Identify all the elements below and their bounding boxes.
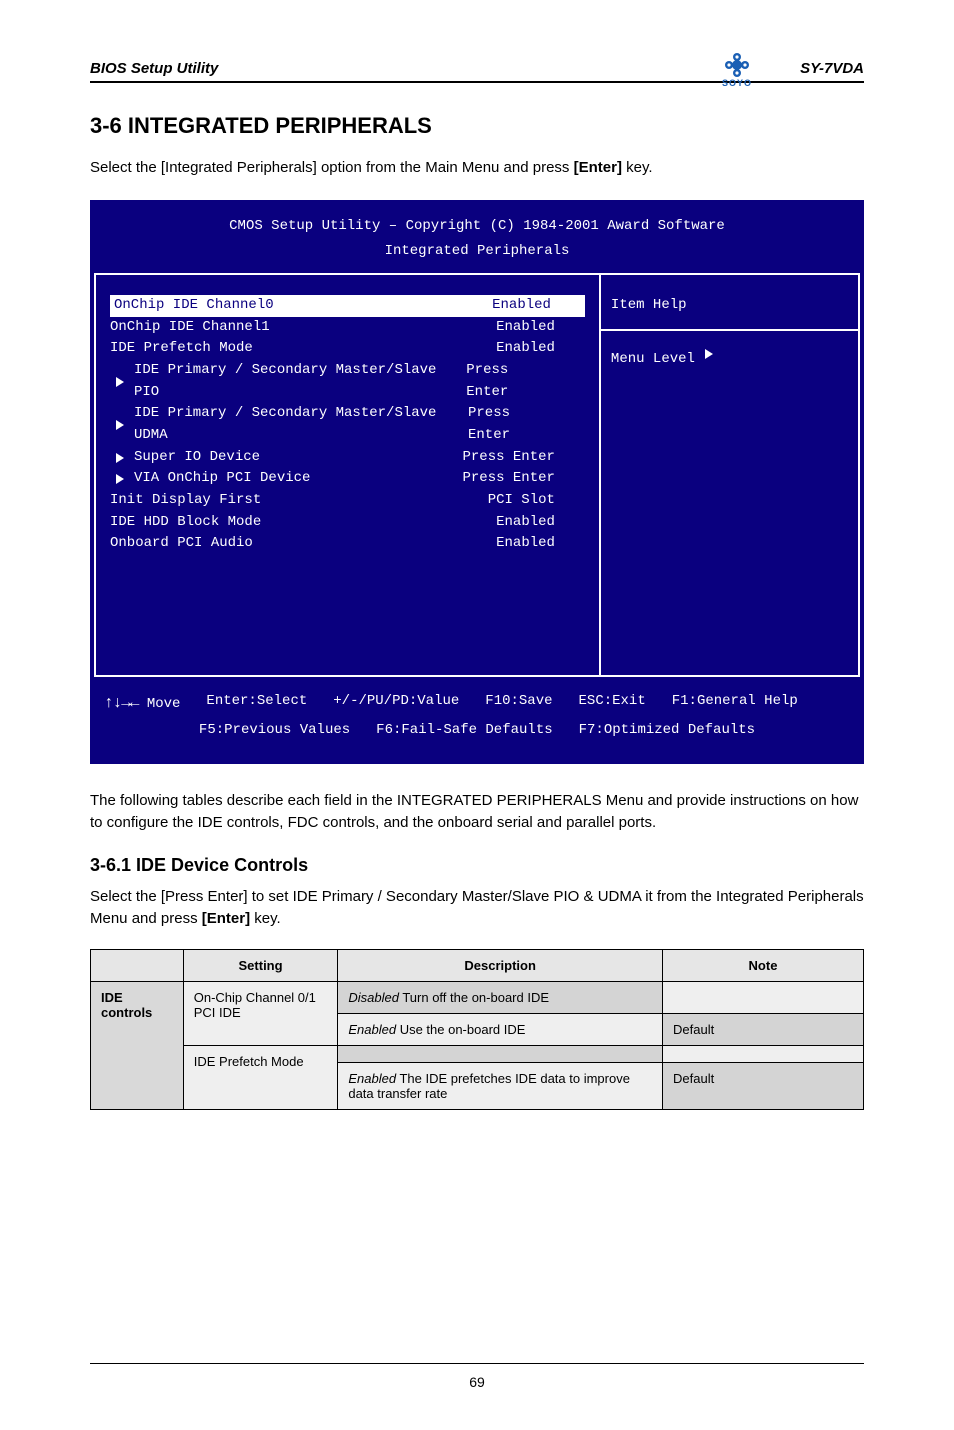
note-cell xyxy=(663,1045,864,1062)
bios-submenu-label: IDE Primary / Secondary Master/Slave UDM… xyxy=(134,403,458,446)
col-description: Description xyxy=(338,949,663,981)
bios-setting-row[interactable]: Init Display First PCI Slot xyxy=(110,490,585,512)
footer-key: F5: xyxy=(199,722,224,738)
bios-submenu-label: VIA OnChip PCI Device xyxy=(134,468,310,490)
bios-setting-value: PCI Slot xyxy=(488,490,585,512)
header-left: BIOS Setup Utility xyxy=(90,60,218,77)
bios-left-pane: OnChip IDE Channel0 Enabled OnChip IDE C… xyxy=(96,275,599,675)
bios-submenu-label: IDE Primary / Secondary Master/Slave PIO xyxy=(134,360,456,403)
footer-key: ESC: xyxy=(579,693,613,709)
footer-key: F10: xyxy=(485,693,519,709)
settings-table: Setting Description Note IDE controls On… xyxy=(90,949,864,1110)
subsection-para: Select the [Press Enter] to set IDE Prim… xyxy=(90,886,864,931)
footer-key: F1: xyxy=(672,693,697,709)
bios-footer: ↑↓→← Move Enter:Select +/-/PU/PD:Value F… xyxy=(90,677,864,763)
col-setting: Setting xyxy=(183,949,338,981)
group-label: IDE controls xyxy=(91,981,184,1109)
logo-icon xyxy=(720,52,754,78)
page-number: 69 xyxy=(469,1374,485,1390)
brand-logo: SOYO xyxy=(720,52,754,88)
bios-setting-label: IDE HDD Block Mode xyxy=(110,512,261,534)
footer-action: Select xyxy=(257,693,307,709)
press-enter-hint: Press Enter xyxy=(463,468,585,490)
footer-action: Value xyxy=(417,693,459,709)
bios-submenu-row[interactable]: IDE Primary / Secondary Master/Slave UDM… xyxy=(110,403,585,446)
footer-action: Previous Values xyxy=(224,722,350,738)
footer-action: Exit xyxy=(612,693,646,709)
footer-action: Fail-Safe Defaults xyxy=(401,722,552,738)
option-label: Disabled xyxy=(348,990,399,1005)
subsection-title: 3-6.1 IDE Device Controls xyxy=(90,855,864,876)
footer-key: F6: xyxy=(376,722,401,738)
bios-setting-value: Enabled xyxy=(496,533,585,555)
col-blank xyxy=(91,949,184,981)
bios-setting-value: Enabled xyxy=(496,317,585,339)
bios-submenu-row[interactable]: IDE Primary / Secondary Master/Slave PIO… xyxy=(110,360,585,403)
bios-setting-value: Enabled xyxy=(496,338,585,360)
footer-action: Save xyxy=(519,693,553,709)
desc-cell: Enabled Use the on-board IDE xyxy=(338,1013,663,1045)
after-bios-note: The following tables describe each field… xyxy=(90,790,864,835)
option-text: Use the on-board IDE xyxy=(400,1022,526,1037)
footer-key: F7: xyxy=(579,722,604,738)
setting-cell: IDE Prefetch Mode xyxy=(183,1045,338,1109)
bios-title: CMOS Setup Utility – Copyright (C) 1984-… xyxy=(90,200,864,242)
bios-submenu-row[interactable]: Super IO Device Press Enter xyxy=(110,447,585,469)
note-cell xyxy=(663,981,864,1013)
desc-cell: Disabled Turn off the on-board IDE xyxy=(338,981,663,1013)
bios-screenshot: CMOS Setup Utility – Copyright (C) 1984-… xyxy=(90,200,864,764)
bios-right-pane: Item Help Menu Level xyxy=(599,275,858,675)
triangle-right-icon xyxy=(705,349,713,359)
triangle-right-icon xyxy=(116,420,124,430)
note-cell: Default xyxy=(663,1062,864,1109)
menu-level-label: Menu Level xyxy=(611,349,695,371)
footer-action: General Help xyxy=(697,693,798,709)
bios-submenu-label: Super IO Device xyxy=(134,447,260,469)
bios-setting-row[interactable]: OnChip IDE Channel0 Enabled xyxy=(110,295,585,317)
setting-cell: On-Chip Channel 0/1 PCI IDE xyxy=(183,981,338,1045)
bios-setting-label: Init Display First xyxy=(110,490,261,512)
press-enter-hint: Press Enter xyxy=(463,447,585,469)
header-right: SY-7VDA xyxy=(800,60,864,77)
press-enter-hint: Press Enter xyxy=(468,403,585,446)
option-label: Enabled xyxy=(348,1071,396,1086)
section-title: 3-6 INTEGRATED PERIPHERALS xyxy=(90,113,864,139)
item-help-title: Item Help xyxy=(601,275,858,331)
bios-setting-value: Enabled xyxy=(492,295,581,317)
para-text-2: key. xyxy=(250,910,281,927)
footer-action: Optimized Defaults xyxy=(604,722,755,738)
bios-setting-row[interactable]: IDE HDD Block Mode Enabled xyxy=(110,512,585,534)
bios-setting-label: OnChip IDE Channel0 xyxy=(114,295,274,317)
footer-key: Enter: xyxy=(206,693,256,709)
triangle-right-icon xyxy=(116,453,124,463)
bios-subtitle: Integrated Peripherals xyxy=(90,241,864,273)
bios-setting-row[interactable]: OnChip IDE Channel1 Enabled xyxy=(110,317,585,339)
press-enter-hint: Press Enter xyxy=(466,360,585,403)
desc-cell xyxy=(338,1045,663,1062)
option-label: Enabled xyxy=(348,1022,396,1037)
bios-submenu-row[interactable]: VIA OnChip PCI Device Press Enter xyxy=(110,468,585,490)
triangle-right-icon xyxy=(116,474,124,484)
bios-setting-row[interactable]: Onboard PCI Audio Enabled xyxy=(110,533,585,555)
logo-text: SOYO xyxy=(722,78,752,88)
bios-setting-row[interactable]: IDE Prefetch Mode Enabled xyxy=(110,338,585,360)
para-bold: [Enter] xyxy=(202,910,250,927)
intro-bold: [Enter] xyxy=(574,159,622,176)
arrow-keys-icon: ↑↓→← xyxy=(104,694,138,712)
note-cell: Default xyxy=(663,1013,864,1045)
triangle-right-icon xyxy=(116,377,124,387)
bios-setting-label: Onboard PCI Audio xyxy=(110,533,253,555)
page-footer: 69 xyxy=(90,1363,864,1390)
option-text: Turn off the on-board IDE xyxy=(402,990,549,1005)
desc-cell: Enabled The IDE prefetches IDE data to i… xyxy=(338,1062,663,1109)
col-note: Note xyxy=(663,949,864,981)
section-intro: Select the [Integrated Peripherals] opti… xyxy=(90,157,864,180)
bios-setting-label: OnChip IDE Channel1 xyxy=(110,317,270,339)
bios-setting-value: Enabled xyxy=(496,512,585,534)
footer-action: Move xyxy=(147,696,181,712)
bios-setting-label: IDE Prefetch Mode xyxy=(110,338,253,360)
intro-text-2: key. xyxy=(622,159,653,176)
intro-text-1: Select the [Integrated Peripherals] opti… xyxy=(90,159,574,176)
footer-key: +/-/PU/PD: xyxy=(333,693,417,709)
